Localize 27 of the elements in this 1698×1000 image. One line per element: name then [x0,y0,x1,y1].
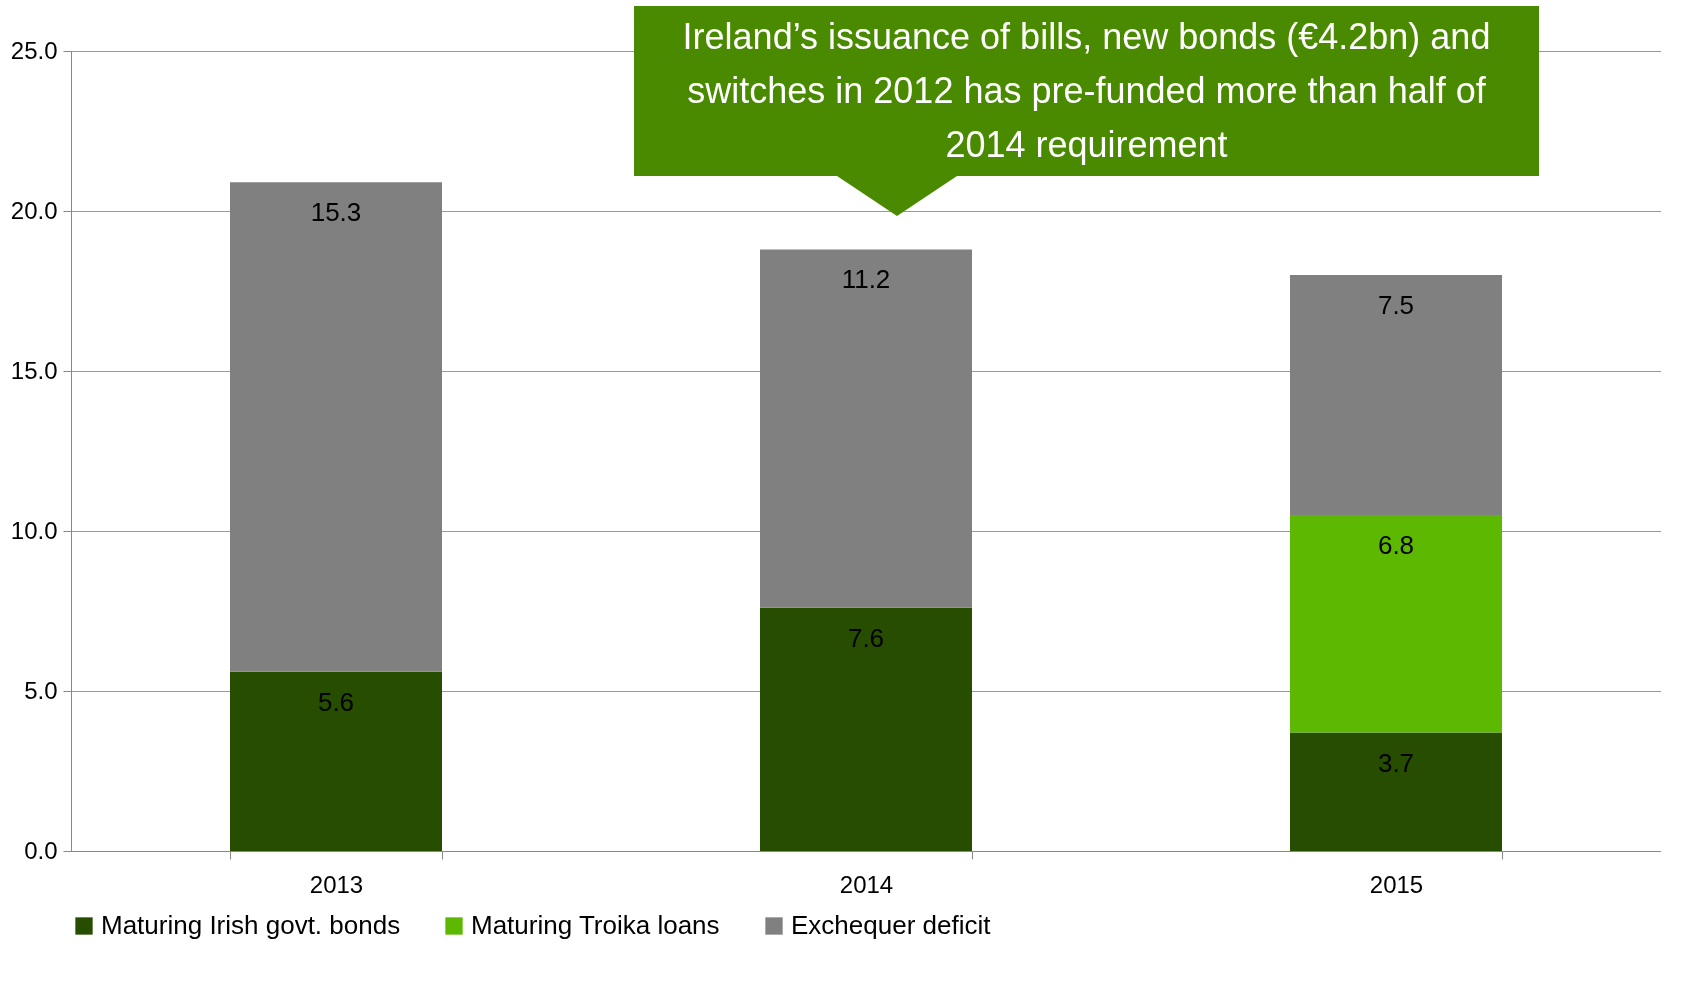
data-label: 3.7 [1377,747,1415,778]
bar [1290,732,1502,851]
x-tick-label: 2014 [839,870,894,898]
data-label: 5.6 [317,686,355,717]
data-label: 7.5 [1377,290,1415,320]
x-tick-label: 2013 [309,870,364,898]
y-tick-label: 25.0 [10,36,58,64]
y-tick-label: 5.0 [24,676,58,704]
bar [760,607,972,851]
data-label: 6.8 [1377,530,1415,560]
data-label: 7.6 [847,622,885,653]
x-tick-label: 2015 [1369,870,1424,898]
legend-label: Maturing Troika loans [471,910,720,940]
y-tick-label: 10.0 [10,516,58,544]
legend-label: Exchequer deficit [791,910,992,940]
y-tick-label: 15.0 [10,356,58,384]
legend-label: Maturing Irish govt. bonds [101,910,401,940]
data-label: 11.2 [841,264,891,295]
bar [230,671,442,851]
bar [1290,275,1502,515]
callout-box: Ireland’s issuance of bills, new bonds (€4.2bn) and switches in 2012 has pre-funded more than half of 2014 requirement [634,6,1539,176]
y-tick-label: 20.0 [10,196,58,224]
data-label: 15.3 [310,197,362,228]
bar [760,249,972,608]
y-tick-label: 0.0 [24,836,58,864]
bar [230,182,442,672]
bar [1290,515,1502,733]
